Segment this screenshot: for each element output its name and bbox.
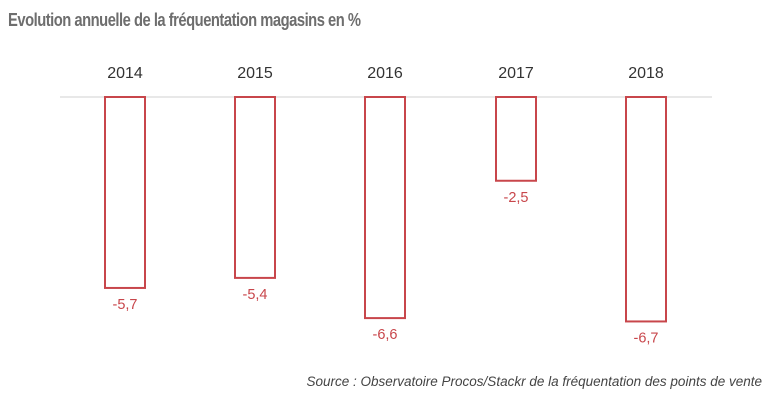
bar-2014: [104, 96, 146, 289]
value-label-2014: -5,7: [113, 297, 138, 313]
category-label-2017: 2017: [498, 65, 534, 82]
value-label-2016: -6,6: [373, 327, 398, 343]
category-label-2018: 2018: [628, 65, 664, 82]
value-label-2018: -6,7: [634, 330, 659, 346]
value-label-2015: -5,4: [243, 287, 268, 303]
bar-2016: [364, 96, 406, 320]
category-label-2016: 2016: [367, 65, 403, 82]
source-note: Source : Observatoire Procos/Stackr de l…: [306, 374, 762, 389]
category-label-2015: 2015: [237, 65, 273, 82]
category-label-2014: 2014: [107, 65, 143, 82]
value-label-2017: -2,5: [504, 190, 529, 206]
bar-2015: [234, 96, 276, 279]
chart-title: Evolution annuelle de la fréquentation m…: [8, 10, 361, 30]
bar-2017: [495, 96, 537, 182]
bar-2018: [625, 96, 667, 323]
